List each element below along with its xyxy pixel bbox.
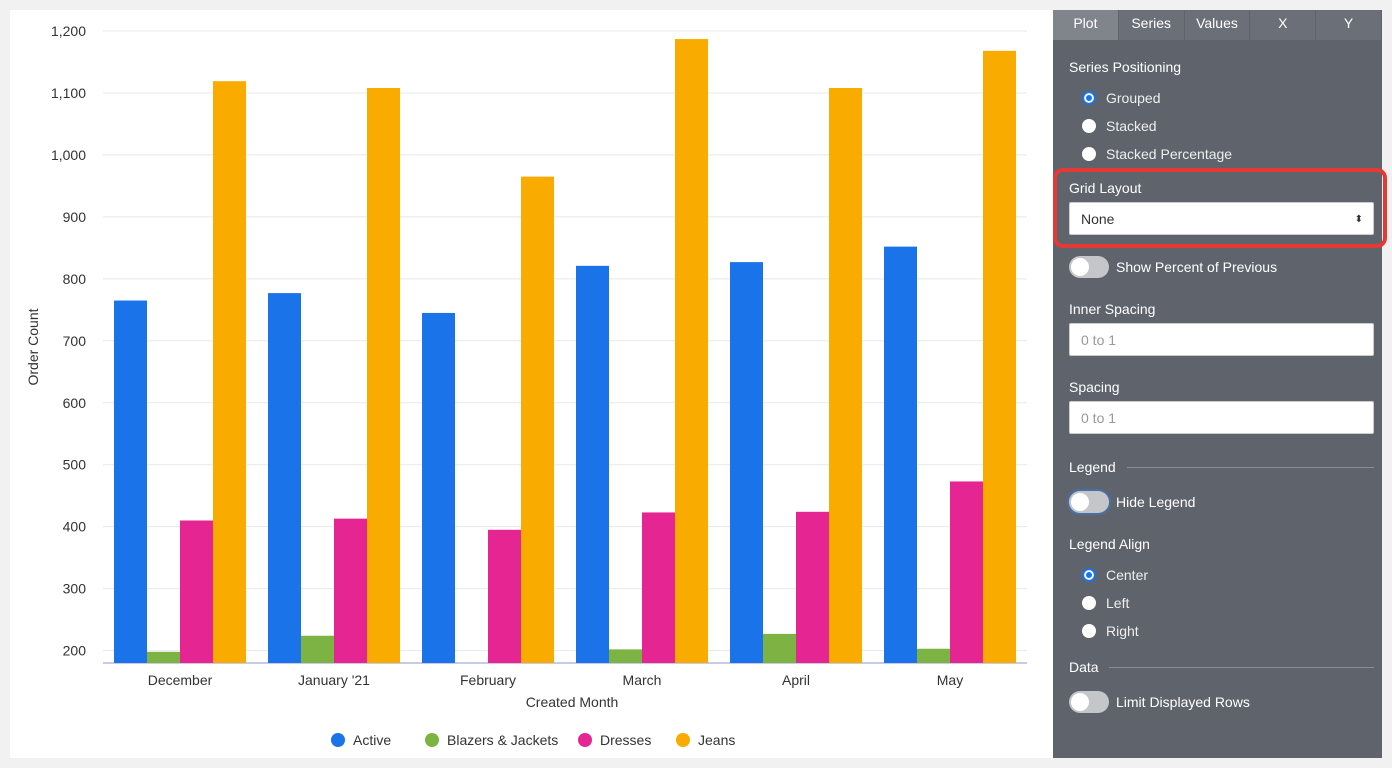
grid-layout-label: Grid Layout: [1069, 180, 1142, 196]
hide-legend-label: Hide Legend: [1116, 494, 1196, 510]
y-tick-label: 1,000: [51, 147, 86, 163]
y-tick-label: 800: [63, 271, 87, 287]
grid-layout-select[interactable]: None ⬍: [1069, 202, 1374, 235]
bar-dresses: [642, 512, 675, 663]
y-tick-label: 300: [63, 581, 87, 597]
bar-jeans: [367, 88, 400, 664]
y-tick-label: 1,200: [51, 23, 86, 39]
radio-icon: [1082, 119, 1096, 133]
legend-item: Active: [353, 732, 391, 748]
tab-plot[interactable]: Plot: [1053, 10, 1119, 40]
legend-item: Blazers & Jackets: [447, 732, 558, 748]
bar-dresses: [180, 520, 213, 663]
radio-selected-icon: [1082, 91, 1096, 105]
legend-item: Jeans: [698, 732, 735, 748]
radio-icon: [1082, 147, 1096, 161]
radio-label: Stacked Percentage: [1106, 146, 1233, 162]
spacing-label: Spacing: [1069, 379, 1120, 395]
bar-dresses: [950, 481, 983, 663]
x-tick-label: April: [782, 672, 810, 688]
radio-selected-icon: [1082, 568, 1096, 582]
y-tick-label: 400: [63, 519, 87, 535]
y-tick-label: 900: [63, 209, 87, 225]
y-axis-title: Order Count: [25, 308, 41, 385]
y-tick-label: 1,100: [51, 85, 86, 101]
bar-jeans: [213, 81, 246, 663]
tab-values[interactable]: Values: [1185, 10, 1251, 40]
bar-dresses: [488, 529, 521, 663]
legend-align-label: Legend Align: [1069, 536, 1150, 552]
bar-jeans: [829, 88, 862, 664]
radio-icon: [1082, 596, 1096, 610]
legend-swatch: [331, 733, 345, 747]
radio-grouped[interactable]: Grouped: [1082, 90, 1160, 106]
series-positioning-label: Series Positioning: [1069, 59, 1182, 75]
bar-active: [268, 293, 301, 663]
divider: [1109, 667, 1374, 668]
select-arrows-icon: ⬍: [1354, 214, 1363, 225]
inner-spacing-input[interactable]: 0 to 1: [1069, 323, 1374, 356]
radio-label: Stacked: [1106, 118, 1157, 134]
y-tick-label: 700: [63, 333, 87, 349]
x-tick-label: December: [148, 672, 213, 688]
radio-icon: [1082, 624, 1096, 638]
x-tick-label: March: [623, 672, 662, 688]
radio-label: Left: [1106, 595, 1130, 611]
bar-chart: 200 300 400 500 600 700 800 900 1,000 1,100 1,200 D…: [25, 23, 1027, 748]
bar-blazers-jackets: [609, 649, 642, 663]
bar-dresses: [796, 511, 829, 663]
x-axis-title: Created Month: [526, 694, 619, 710]
legend-swatch: [676, 733, 690, 747]
bar-blazers-jackets: [301, 635, 334, 663]
bar-active: [576, 265, 609, 663]
bar-active: [730, 262, 763, 663]
y-tick-label: 500: [63, 457, 87, 473]
limit-rows-toggle[interactable]: [1069, 691, 1109, 713]
legend-swatch: [425, 733, 439, 747]
x-tick-label: January '21: [298, 672, 370, 688]
legend-item: Dresses: [600, 732, 651, 748]
limit-rows-label: Limit Displayed Rows: [1116, 694, 1250, 710]
radio-center[interactable]: Center: [1082, 567, 1148, 583]
bar-active: [884, 246, 917, 663]
highlight-box: [1053, 168, 1387, 248]
radio-stacked-percentage[interactable]: Stacked Percentage: [1082, 146, 1232, 162]
inner-spacing-label: Inner Spacing: [1069, 301, 1156, 317]
bar-active: [422, 312, 455, 663]
tab-x[interactable]: X: [1250, 10, 1317, 40]
x-tick-label: May: [937, 672, 963, 688]
tab-series[interactable]: Series: [1119, 10, 1185, 40]
settings-panel: Plot Series Values X Y Series Positionin…: [1053, 10, 1382, 758]
x-tick-label: February: [460, 672, 516, 688]
radio-left[interactable]: Left: [1082, 595, 1129, 611]
hide-legend-toggle[interactable]: [1069, 491, 1109, 513]
spacing-input[interactable]: 0 to 1: [1069, 401, 1374, 434]
show-percent-toggle[interactable]: [1069, 256, 1109, 278]
bar-blazers-jackets: [147, 651, 180, 663]
y-tick-label: 600: [63, 395, 87, 411]
bar-active: [114, 300, 147, 663]
select-value: None: [1081, 211, 1115, 227]
bar-blazers-jackets: [917, 648, 950, 663]
y-tick-label: 200: [63, 643, 87, 659]
bar-jeans: [675, 39, 708, 663]
radio-right[interactable]: Right: [1082, 623, 1139, 639]
bar-dresses: [334, 518, 367, 663]
radio-label: Right: [1106, 623, 1139, 639]
bar-jeans: [983, 50, 1016, 663]
divider: [1127, 467, 1374, 468]
radio-label: Grouped: [1106, 90, 1161, 106]
legend-swatch: [578, 733, 592, 747]
tab-y[interactable]: Y: [1316, 10, 1382, 40]
radio-stacked[interactable]: Stacked: [1082, 118, 1157, 134]
chart-card: 200 300 400 500 600 700 800 900 1,000 1,100 1,200 D…: [10, 10, 1053, 758]
data-section-label: Data: [1069, 659, 1099, 675]
radio-label: Center: [1106, 567, 1149, 583]
bar-jeans: [521, 176, 554, 663]
panel-tabs: Plot Series Values X Y: [1053, 10, 1382, 40]
legend-section-label: Legend: [1069, 459, 1116, 475]
show-percent-label: Show Percent of Previous: [1116, 259, 1278, 275]
bar-blazers-jackets: [763, 633, 796, 663]
